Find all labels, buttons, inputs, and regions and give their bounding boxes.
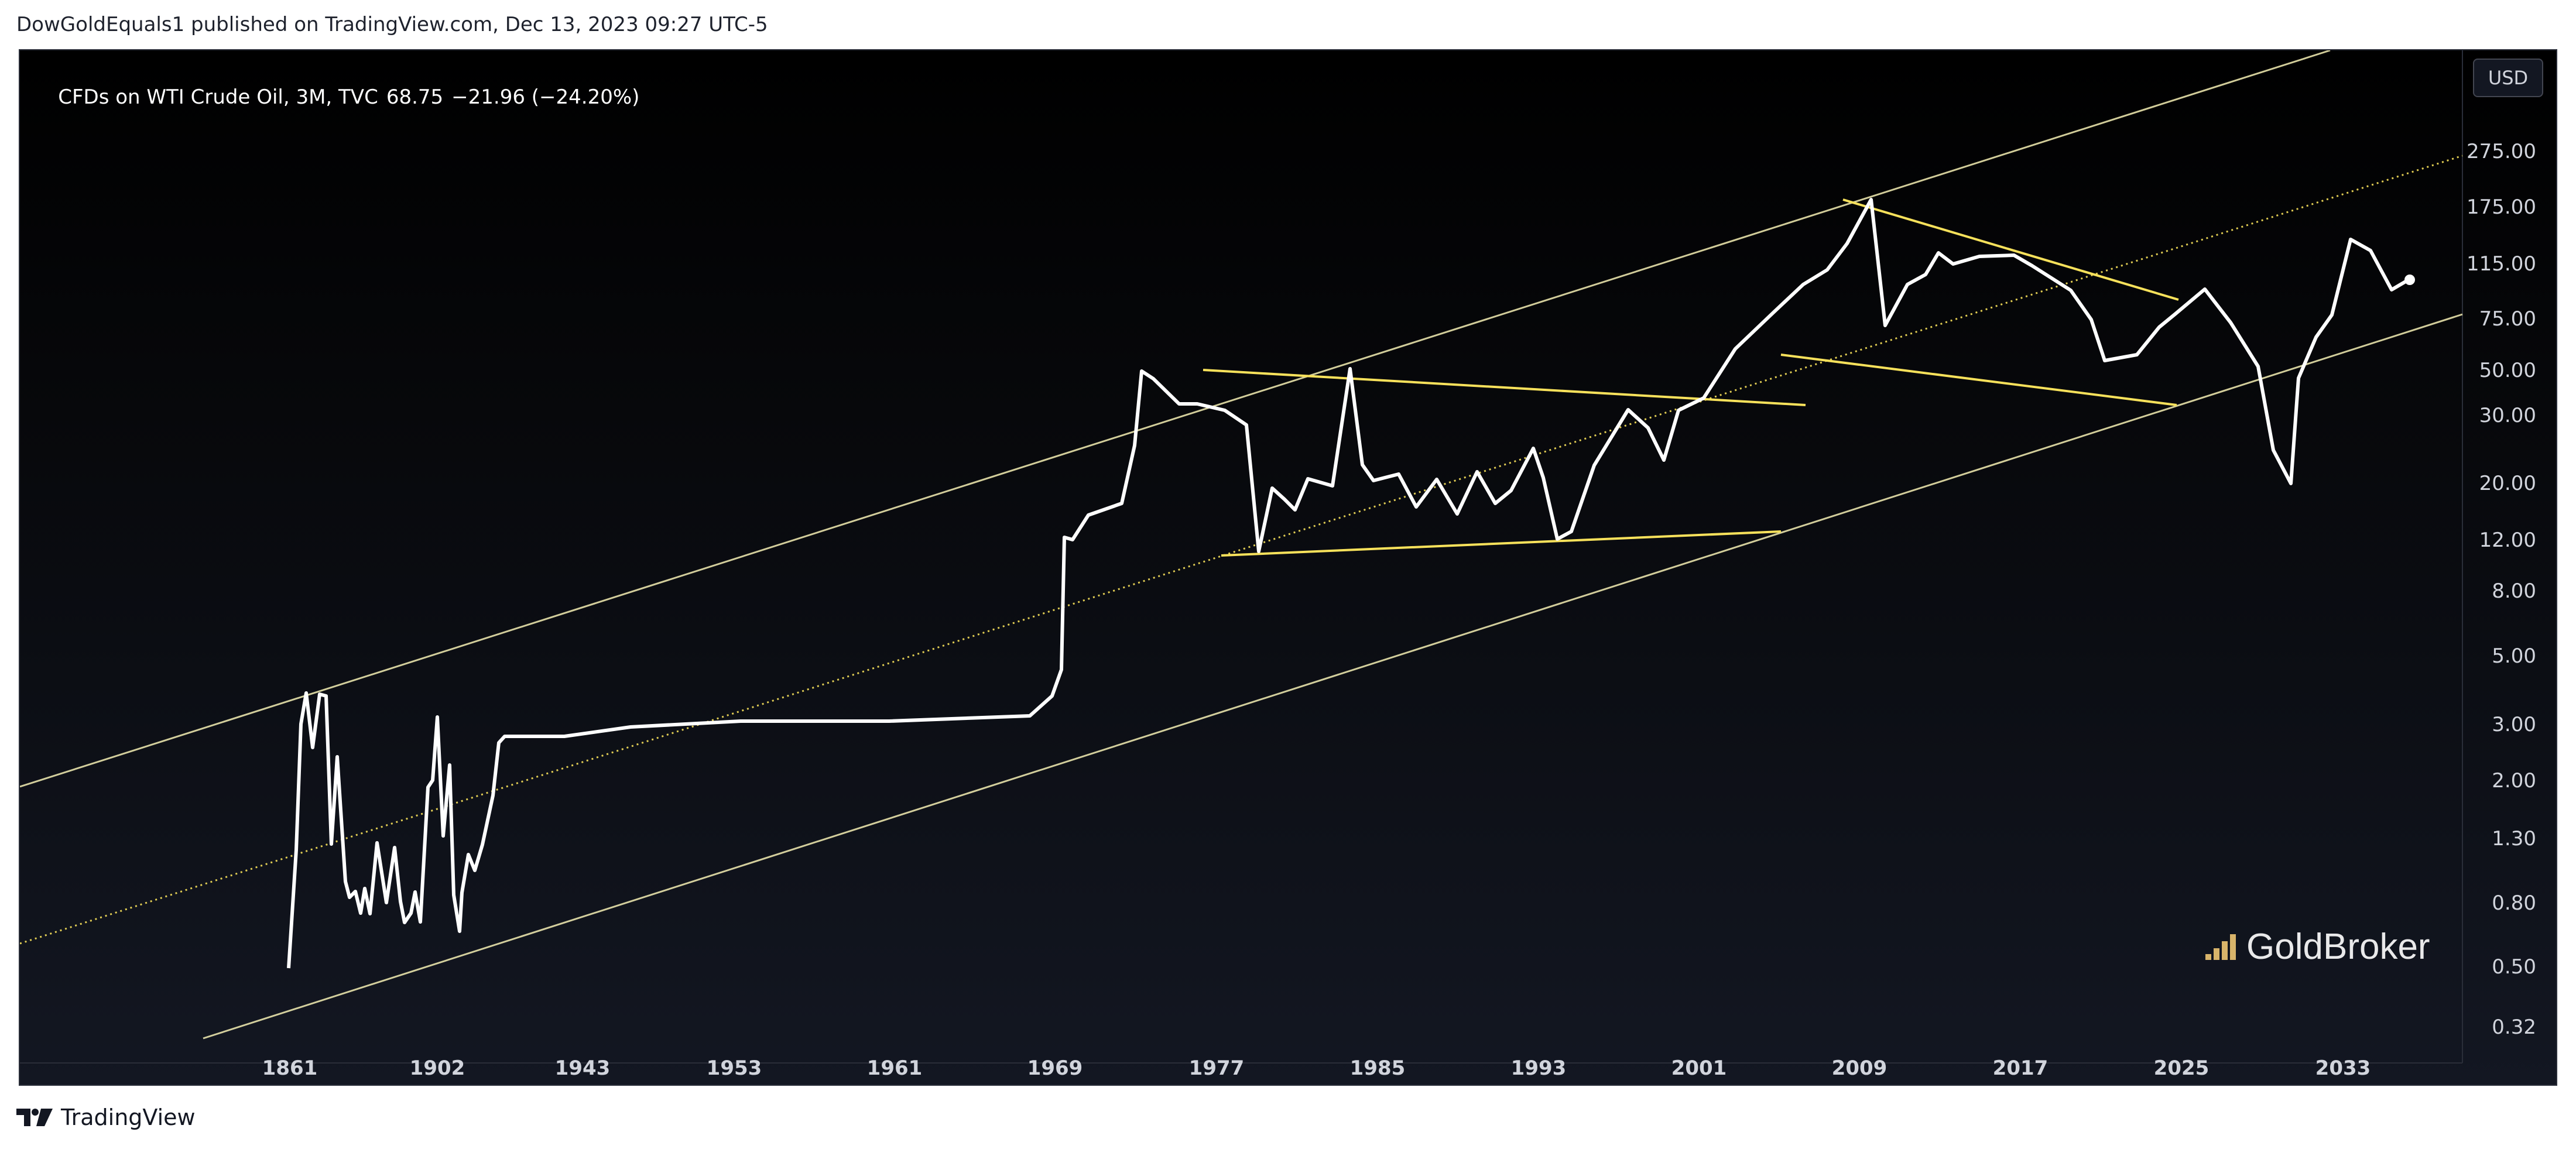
y-tick-label: 5.00 bbox=[2492, 644, 2536, 668]
y-tick-label: 0.50 bbox=[2492, 955, 2536, 979]
y-tick-label: 50.00 bbox=[2479, 359, 2536, 382]
trendline-1 bbox=[1203, 369, 1806, 406]
y-tick-label: 175.00 bbox=[2467, 195, 2536, 219]
watermark-text: GoldBroker bbox=[2246, 927, 2430, 967]
trendline-2 bbox=[1221, 530, 1782, 557]
y-tick-label: 20.00 bbox=[2479, 472, 2536, 495]
footer: TradingView bbox=[0, 1086, 2576, 1149]
y-tick-label: 75.00 bbox=[2479, 307, 2536, 331]
legend-symbol: CFDs on WTI Crude Oil, 3M, TVC bbox=[58, 85, 378, 109]
x-tick-label: 1993 bbox=[1511, 1057, 1567, 1080]
y-tick-label: 0.32 bbox=[2492, 1016, 2536, 1039]
trendline-3 bbox=[1842, 198, 2179, 301]
y-tick-label: 2.00 bbox=[2492, 769, 2536, 793]
legend-last: 68.75 bbox=[386, 85, 444, 109]
x-tick-label: 2025 bbox=[2154, 1057, 2210, 1080]
x-tick-label: 2001 bbox=[1671, 1057, 1727, 1080]
x-tick-label: 2017 bbox=[1993, 1057, 2049, 1080]
channel-lower-line bbox=[203, 313, 2463, 1040]
y-tick-label: 30.00 bbox=[2479, 404, 2536, 427]
tradingview-logo-icon[interactable] bbox=[16, 1107, 53, 1127]
legend-change: −21.96 (−24.20%) bbox=[451, 85, 640, 109]
published-line: DowGoldEquals1 published on TradingView.… bbox=[16, 13, 768, 36]
y-tick-label: 115.00 bbox=[2467, 252, 2536, 276]
x-tick-label: 1977 bbox=[1189, 1057, 1245, 1080]
x-tick-label: 1902 bbox=[410, 1057, 465, 1080]
goldbroker-watermark: GoldBroker bbox=[2205, 926, 2430, 968]
y-tick-label: 1.30 bbox=[2492, 827, 2536, 850]
y-tick-label: 3.00 bbox=[2492, 713, 2536, 736]
y-tick-label: 275.00 bbox=[2467, 140, 2536, 163]
x-tick-label: 1969 bbox=[1027, 1057, 1083, 1080]
x-tick-label: 2009 bbox=[1832, 1057, 1888, 1080]
x-tick-label: 2033 bbox=[2315, 1057, 2371, 1080]
footer-brand[interactable]: TradingView bbox=[61, 1105, 196, 1130]
x-tick-label: 1943 bbox=[555, 1057, 611, 1080]
last-price-marker bbox=[2404, 275, 2415, 285]
publish-header: DowGoldEquals1 published on TradingView.… bbox=[0, 0, 2576, 49]
price-line bbox=[287, 198, 2410, 969]
y-tick-label: 8.00 bbox=[2492, 579, 2536, 603]
chart-panel[interactable]: 0.32 0.50 0.80 1.30 2.00 3.00 5.00 8.00 12.00 20.… bbox=[19, 49, 2557, 1086]
goldbroker-bars-icon bbox=[2205, 934, 2236, 960]
x-tick-label: 1861 bbox=[262, 1057, 318, 1080]
symbol-legend: CFDs on WTI Crude Oil, 3M, TVC 68.75 −21.9… bbox=[33, 62, 648, 132]
x-tick-label: 1985 bbox=[1350, 1057, 1406, 1080]
y-tick-label: 12.00 bbox=[2479, 529, 2536, 552]
channel-upper-line bbox=[20, 50, 2331, 788]
x-tick-label: 1961 bbox=[867, 1057, 923, 1080]
y-tick-label: 0.80 bbox=[2492, 891, 2536, 915]
trendline-4 bbox=[1780, 354, 2177, 406]
x-tick-label: 1953 bbox=[707, 1057, 762, 1080]
currency-button[interactable]: USD bbox=[2473, 59, 2543, 97]
price-chart[interactable]: 0.32 0.50 0.80 1.30 2.00 3.00 5.00 8.00 12.00 20.… bbox=[20, 50, 2557, 1086]
